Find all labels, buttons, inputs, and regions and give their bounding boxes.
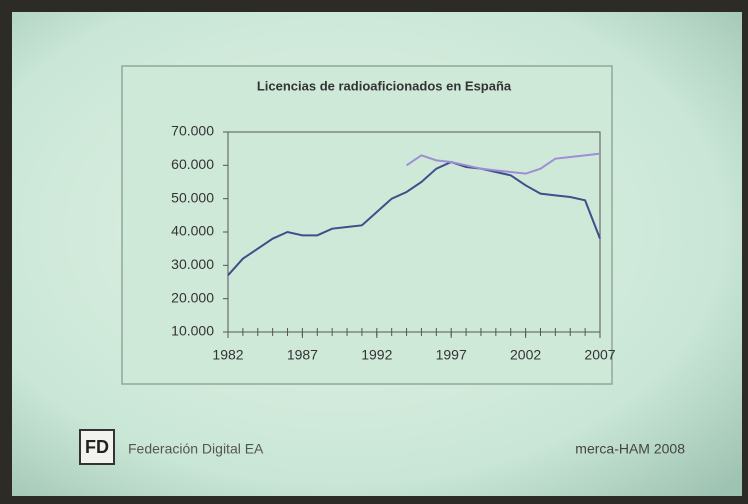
y-tick-label: 70.000 — [171, 123, 214, 139]
y-tick-label: 50.000 — [171, 189, 214, 205]
chart-box — [121, 65, 613, 385]
y-tick-label: 10.000 — [171, 323, 214, 339]
footer-left: Federación Digital EA — [128, 441, 264, 457]
x-tick-label: 1987 — [287, 347, 318, 363]
y-tick-label: 60.000 — [171, 156, 214, 172]
footer-right: merca-HAM 2008 — [575, 441, 685, 457]
series-line — [227, 160, 601, 276]
x-tick-label: 2007 — [584, 347, 615, 363]
x-tick-label: 1997 — [436, 347, 467, 363]
y-tick-label: 40.000 — [171, 223, 214, 239]
logo — [79, 429, 115, 465]
x-tick-label: 1982 — [212, 347, 243, 363]
series-line — [406, 152, 601, 175]
y-tick-label: 30.000 — [171, 256, 214, 272]
y-tick-label: 20.000 — [171, 289, 214, 305]
logo-text: FD — [85, 437, 109, 457]
x-tick-label: 2002 — [510, 347, 541, 363]
chart-title: Licencias de radioaficionados en España — [257, 78, 512, 93]
x-tick-label: 1992 — [361, 347, 392, 363]
